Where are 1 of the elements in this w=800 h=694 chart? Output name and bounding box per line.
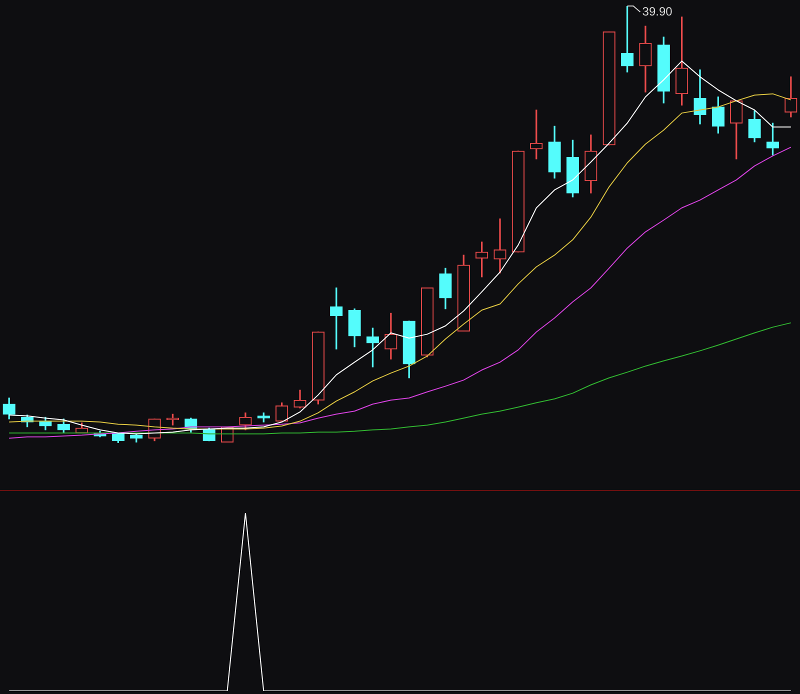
annotation: 39.90 (642, 4, 673, 18)
